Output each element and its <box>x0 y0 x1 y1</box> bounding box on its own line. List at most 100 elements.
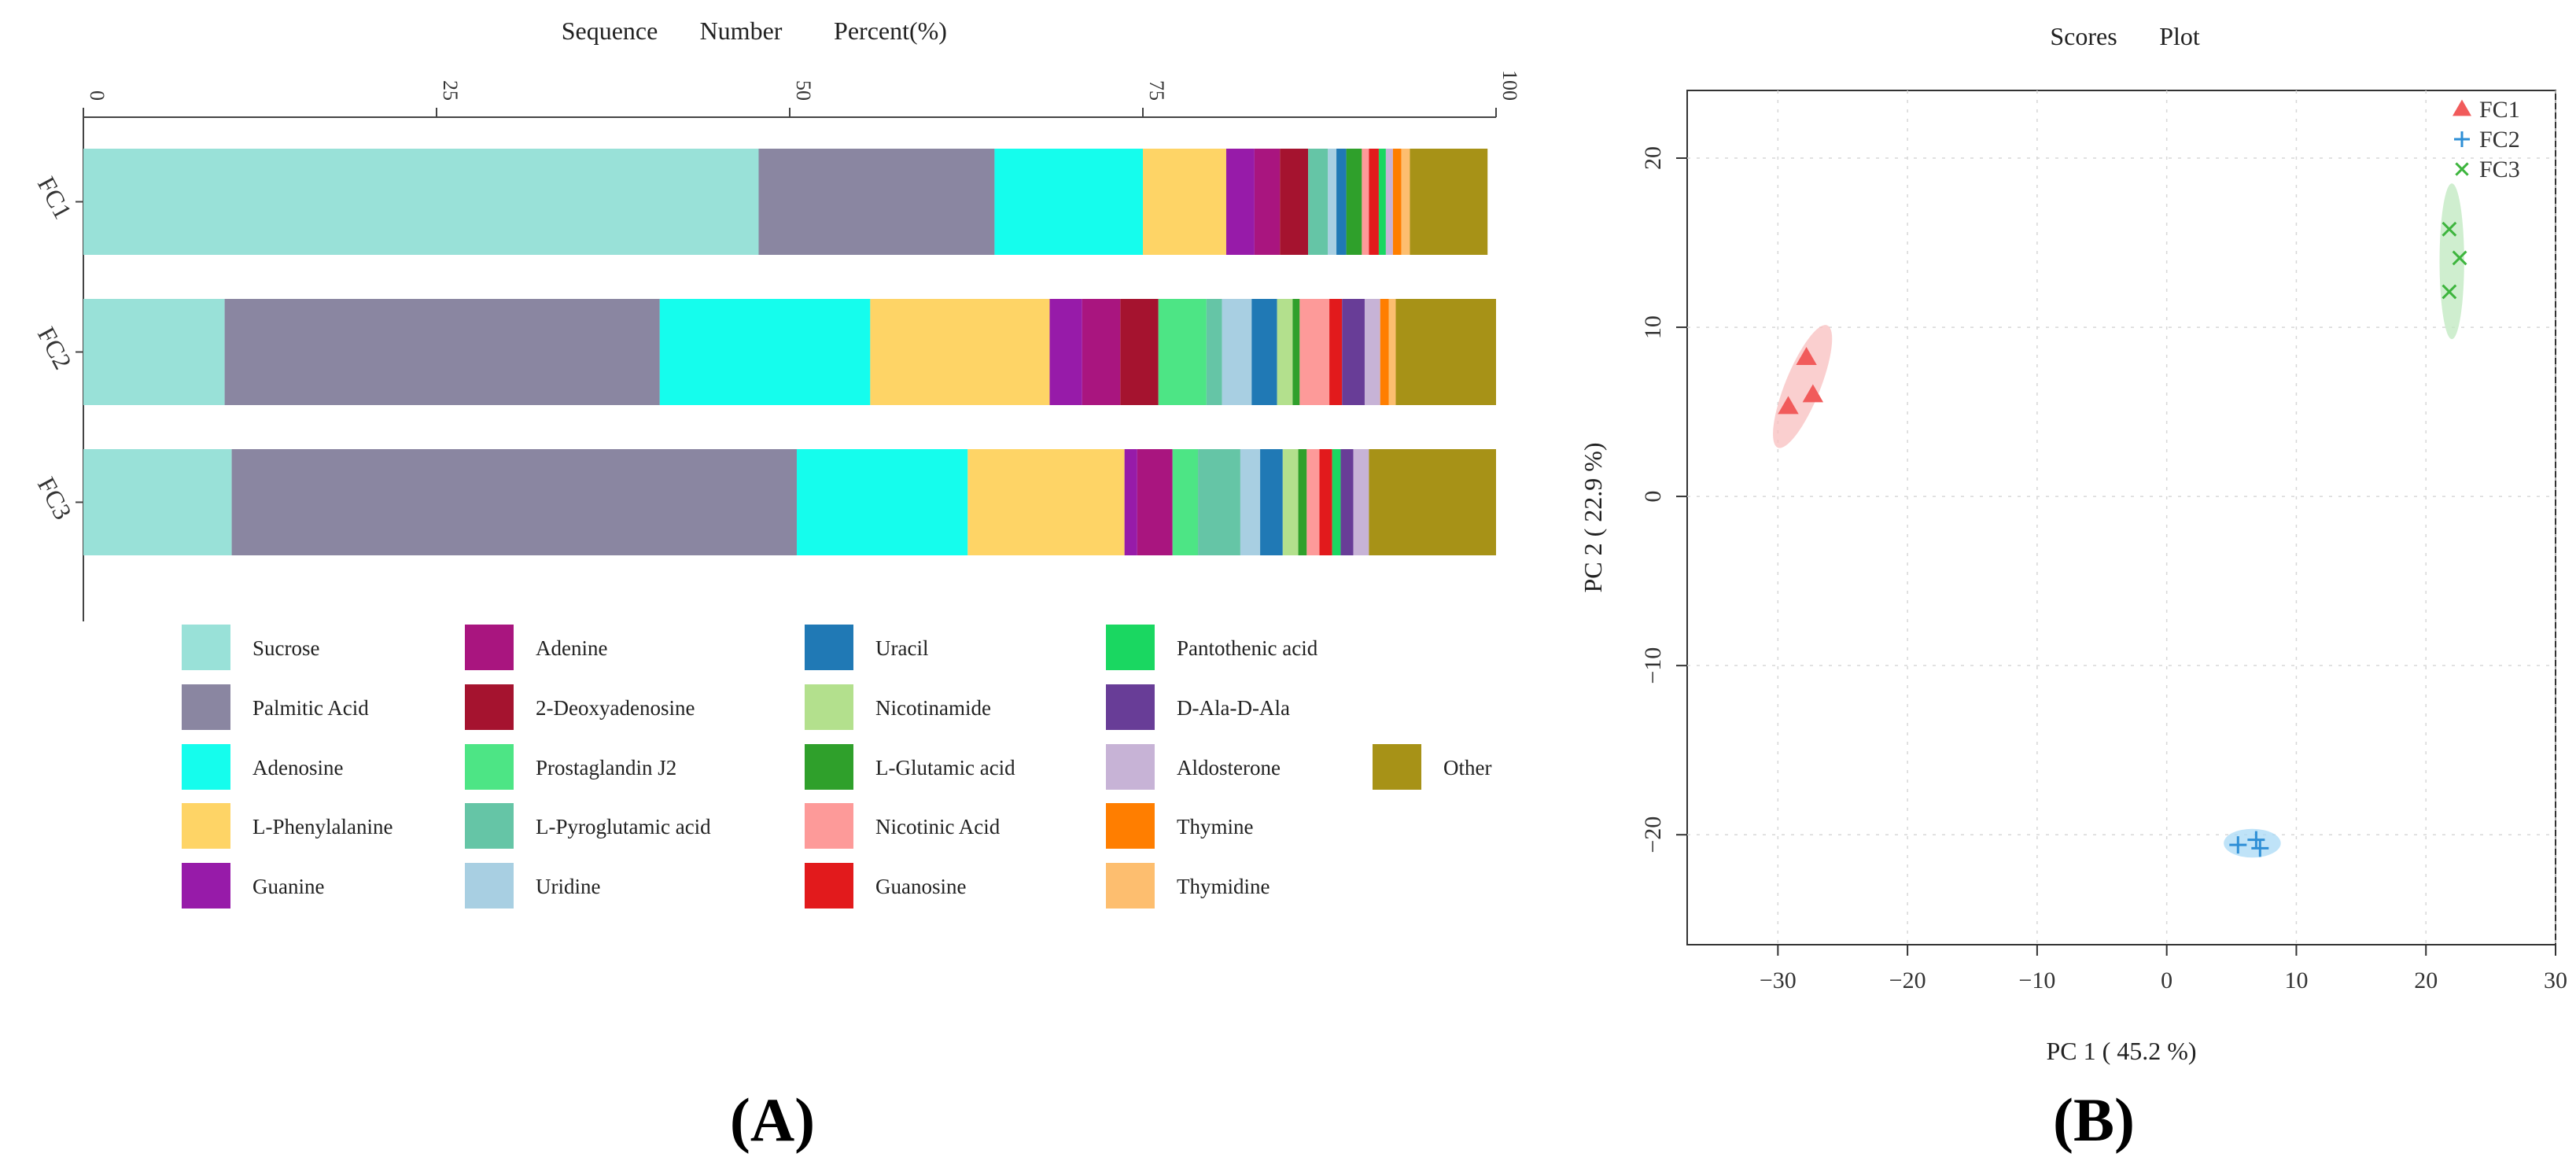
panel-label-b: (B) <box>2053 1085 2135 1154</box>
legend-swatch-nicotinic-acid <box>805 803 853 849</box>
x-tick-label: 20 <box>2414 968 2438 993</box>
bar-segment-fc2-l-glutamic-acid <box>1292 299 1300 405</box>
bar-segment-fc2-uridine <box>1222 299 1252 405</box>
y-tick-label: 10 <box>1640 315 1666 339</box>
legend-label-l-pyroglutamic-acid: L-Pyroglutamic acid <box>536 815 711 838</box>
bar-segment-fc3-sucrose <box>83 449 232 555</box>
data-point-fc3 <box>2452 250 2467 266</box>
legend-swatch-2-deoxyadenosine <box>465 684 514 730</box>
bar-segment-fc2-2-deoxyadenosine <box>1120 299 1159 405</box>
legend-swatch-nicotinamide <box>805 684 853 730</box>
scores-plot-x-axis-label: PC 1 ( 45.2 %) <box>2046 1037 2196 1065</box>
bar-segment-fc1-other <box>1410 149 1488 255</box>
bar-segment-fc3-other <box>1369 449 1496 555</box>
legend-label-thymine: Thymine <box>1177 815 1253 838</box>
legend-swatch-palmitic-acid <box>182 684 230 730</box>
bar-segment-fc2-guanosine <box>1329 299 1343 405</box>
legend-label-nicotinic-acid: Nicotinic Acid <box>875 815 1001 838</box>
bar-segment-fc3-guanosine <box>1319 449 1332 555</box>
bar-segment-fc2-aldosterone <box>1364 299 1380 405</box>
bar-segment-fc3-uridine <box>1240 449 1261 555</box>
legend-label-thymidine: Thymidine <box>1177 875 1270 898</box>
bar-segment-fc3-nicotinamide <box>1282 449 1299 555</box>
legend-marker-fc3 <box>2455 162 2469 176</box>
bar-segment-fc1-sucrose <box>83 149 759 255</box>
legend-swatch-pantothenic-acid <box>1106 625 1155 670</box>
x-tick-label: 30 <box>2544 968 2567 993</box>
scores-plot-legend: FC1 FC2 FC3 <box>2453 97 2520 182</box>
bar-chart-title-word-2: Number <box>700 17 783 45</box>
legend-label-l-glutamic-acid: L-Glutamic acid <box>875 756 1015 780</box>
bar-segment-fc1-l-pyroglutamic-acid <box>1308 149 1329 255</box>
legend-label-uridine: Uridine <box>536 875 600 898</box>
legend-swatch-l-pyroglutamic-acid <box>465 803 514 849</box>
bar-segment-fc1-l-glutamic-acid <box>1346 149 1362 255</box>
legend-label-nicotinamide: Nicotinamide <box>875 696 991 720</box>
y-tick-label: 20 <box>1640 146 1666 170</box>
legend-swatch-l-phenylalanine <box>182 803 230 849</box>
legend-label-2-deoxyadenosine: 2-Deoxyadenosine <box>536 696 695 720</box>
data-point-fc3 <box>2441 221 2457 237</box>
legend-label-palmitic-acid: Palmitic Acid <box>252 696 369 720</box>
legend-swatch-guanosine <box>805 863 853 909</box>
legend-label-other: Other <box>1443 756 1491 780</box>
bar-segment-fc1-adenosine <box>994 149 1143 255</box>
bar-segment-fc1-palmitic-acid <box>758 149 995 255</box>
legend-label-prostaglandin-j2: Prostaglandin J2 <box>536 756 676 780</box>
legend-swatch-thymine <box>1106 803 1155 849</box>
bar-segment-fc3-uracil <box>1260 449 1283 555</box>
data-point-fc1 <box>1778 396 1799 415</box>
bar-segment-fc3-nicotinic-acid <box>1306 449 1320 555</box>
bar-segment-fc2-l-phenylalanine <box>870 299 1050 405</box>
category-label-fc2: FC2 <box>32 322 78 374</box>
bar-segment-fc2-guanine <box>1049 299 1082 405</box>
bar-segment-fc1-pantothenic-acid <box>1378 149 1386 255</box>
bar-segment-fc2-thymine <box>1380 299 1389 405</box>
data-point-fc2 <box>2251 839 2269 857</box>
legend-swatch-other <box>1373 744 1421 790</box>
legend-label-guanosine: Guanosine <box>875 875 966 898</box>
y-tick-label: −20 <box>1640 816 1666 853</box>
bar-segment-fc3-l-pyroglutamic-acid <box>1198 449 1240 555</box>
legend-marker-fc2 <box>2454 131 2470 147</box>
legend-label-uracil: Uracil <box>875 636 928 660</box>
scores-plot-ticks: −30 −20 −10 0 10 20 30 −20 −10 0 10 20 <box>1640 146 2567 993</box>
bar-segment-fc3-l-phenylalanine <box>967 449 1125 555</box>
bar-segment-fc2-sucrose <box>83 299 225 405</box>
bar-segment-fc2-nicotinamide <box>1277 299 1293 405</box>
legend-label-fc3: FC3 <box>2479 157 2520 182</box>
category-label-fc3: FC3 <box>32 473 78 525</box>
bar-chart-bars <box>83 149 1496 555</box>
x-tick-label: −10 <box>2018 968 2055 993</box>
legend-marker-fc1 <box>2453 99 2471 116</box>
stacked-bar-chart: Sequence Number Percent(%) 0 25 50 75 100 FC… <box>32 17 1521 909</box>
legend-label-d-ala-d-ala: D-Ala-D-Ala <box>1177 696 1290 720</box>
scores-plot-confidence-ellipses <box>1773 183 2464 858</box>
bar-segment-fc3-prostaglandin-j2 <box>1172 449 1199 555</box>
bar-segment-fc2-thymidine <box>1388 299 1396 405</box>
legend-swatch-thymidine <box>1106 863 1155 909</box>
legend-label-guanine: Guanine <box>252 875 324 898</box>
bar-segment-fc3-aldosterone <box>1353 449 1369 555</box>
bar-segment-fc2-nicotinic-acid <box>1299 299 1330 405</box>
legend-swatch-aldosterone <box>1106 744 1155 790</box>
legend-swatch-d-ala-d-ala <box>1106 684 1155 730</box>
y-tick-label: −10 <box>1640 647 1666 684</box>
bar-segment-fc1-thymidine <box>1401 149 1410 255</box>
x-tick-label: 0 <box>2161 968 2172 993</box>
bar-chart-category-labels: FC1 FC2 FC3 <box>32 172 83 525</box>
bar-segment-fc3-pantothenic-acid <box>1332 449 1341 555</box>
bar-chart-x-tick-label: 100 <box>1498 70 1521 101</box>
bar-chart-legend: Sucrose Palmitic Acid Adenosine L-Phenylala… <box>182 625 1491 909</box>
legend-label-fc1: FC1 <box>2479 97 2520 123</box>
legend-swatch-uridine <box>465 863 514 909</box>
legend-label-aldosterone: Aldosterone <box>1177 756 1281 780</box>
bar-segment-fc1-thymine <box>1392 149 1402 255</box>
bar-segment-fc1-guanosine <box>1369 149 1379 255</box>
legend-swatch-sucrose <box>182 625 230 670</box>
scores-plot-frame <box>1686 90 2556 945</box>
bar-segment-fc1-uridine <box>1328 149 1337 255</box>
bar-segment-fc1-2-deoxyadenosine <box>1280 149 1309 255</box>
bar-segment-fc2-prostaglandin-j2 <box>1158 299 1207 405</box>
bar-segment-fc2-adenosine <box>659 299 871 405</box>
